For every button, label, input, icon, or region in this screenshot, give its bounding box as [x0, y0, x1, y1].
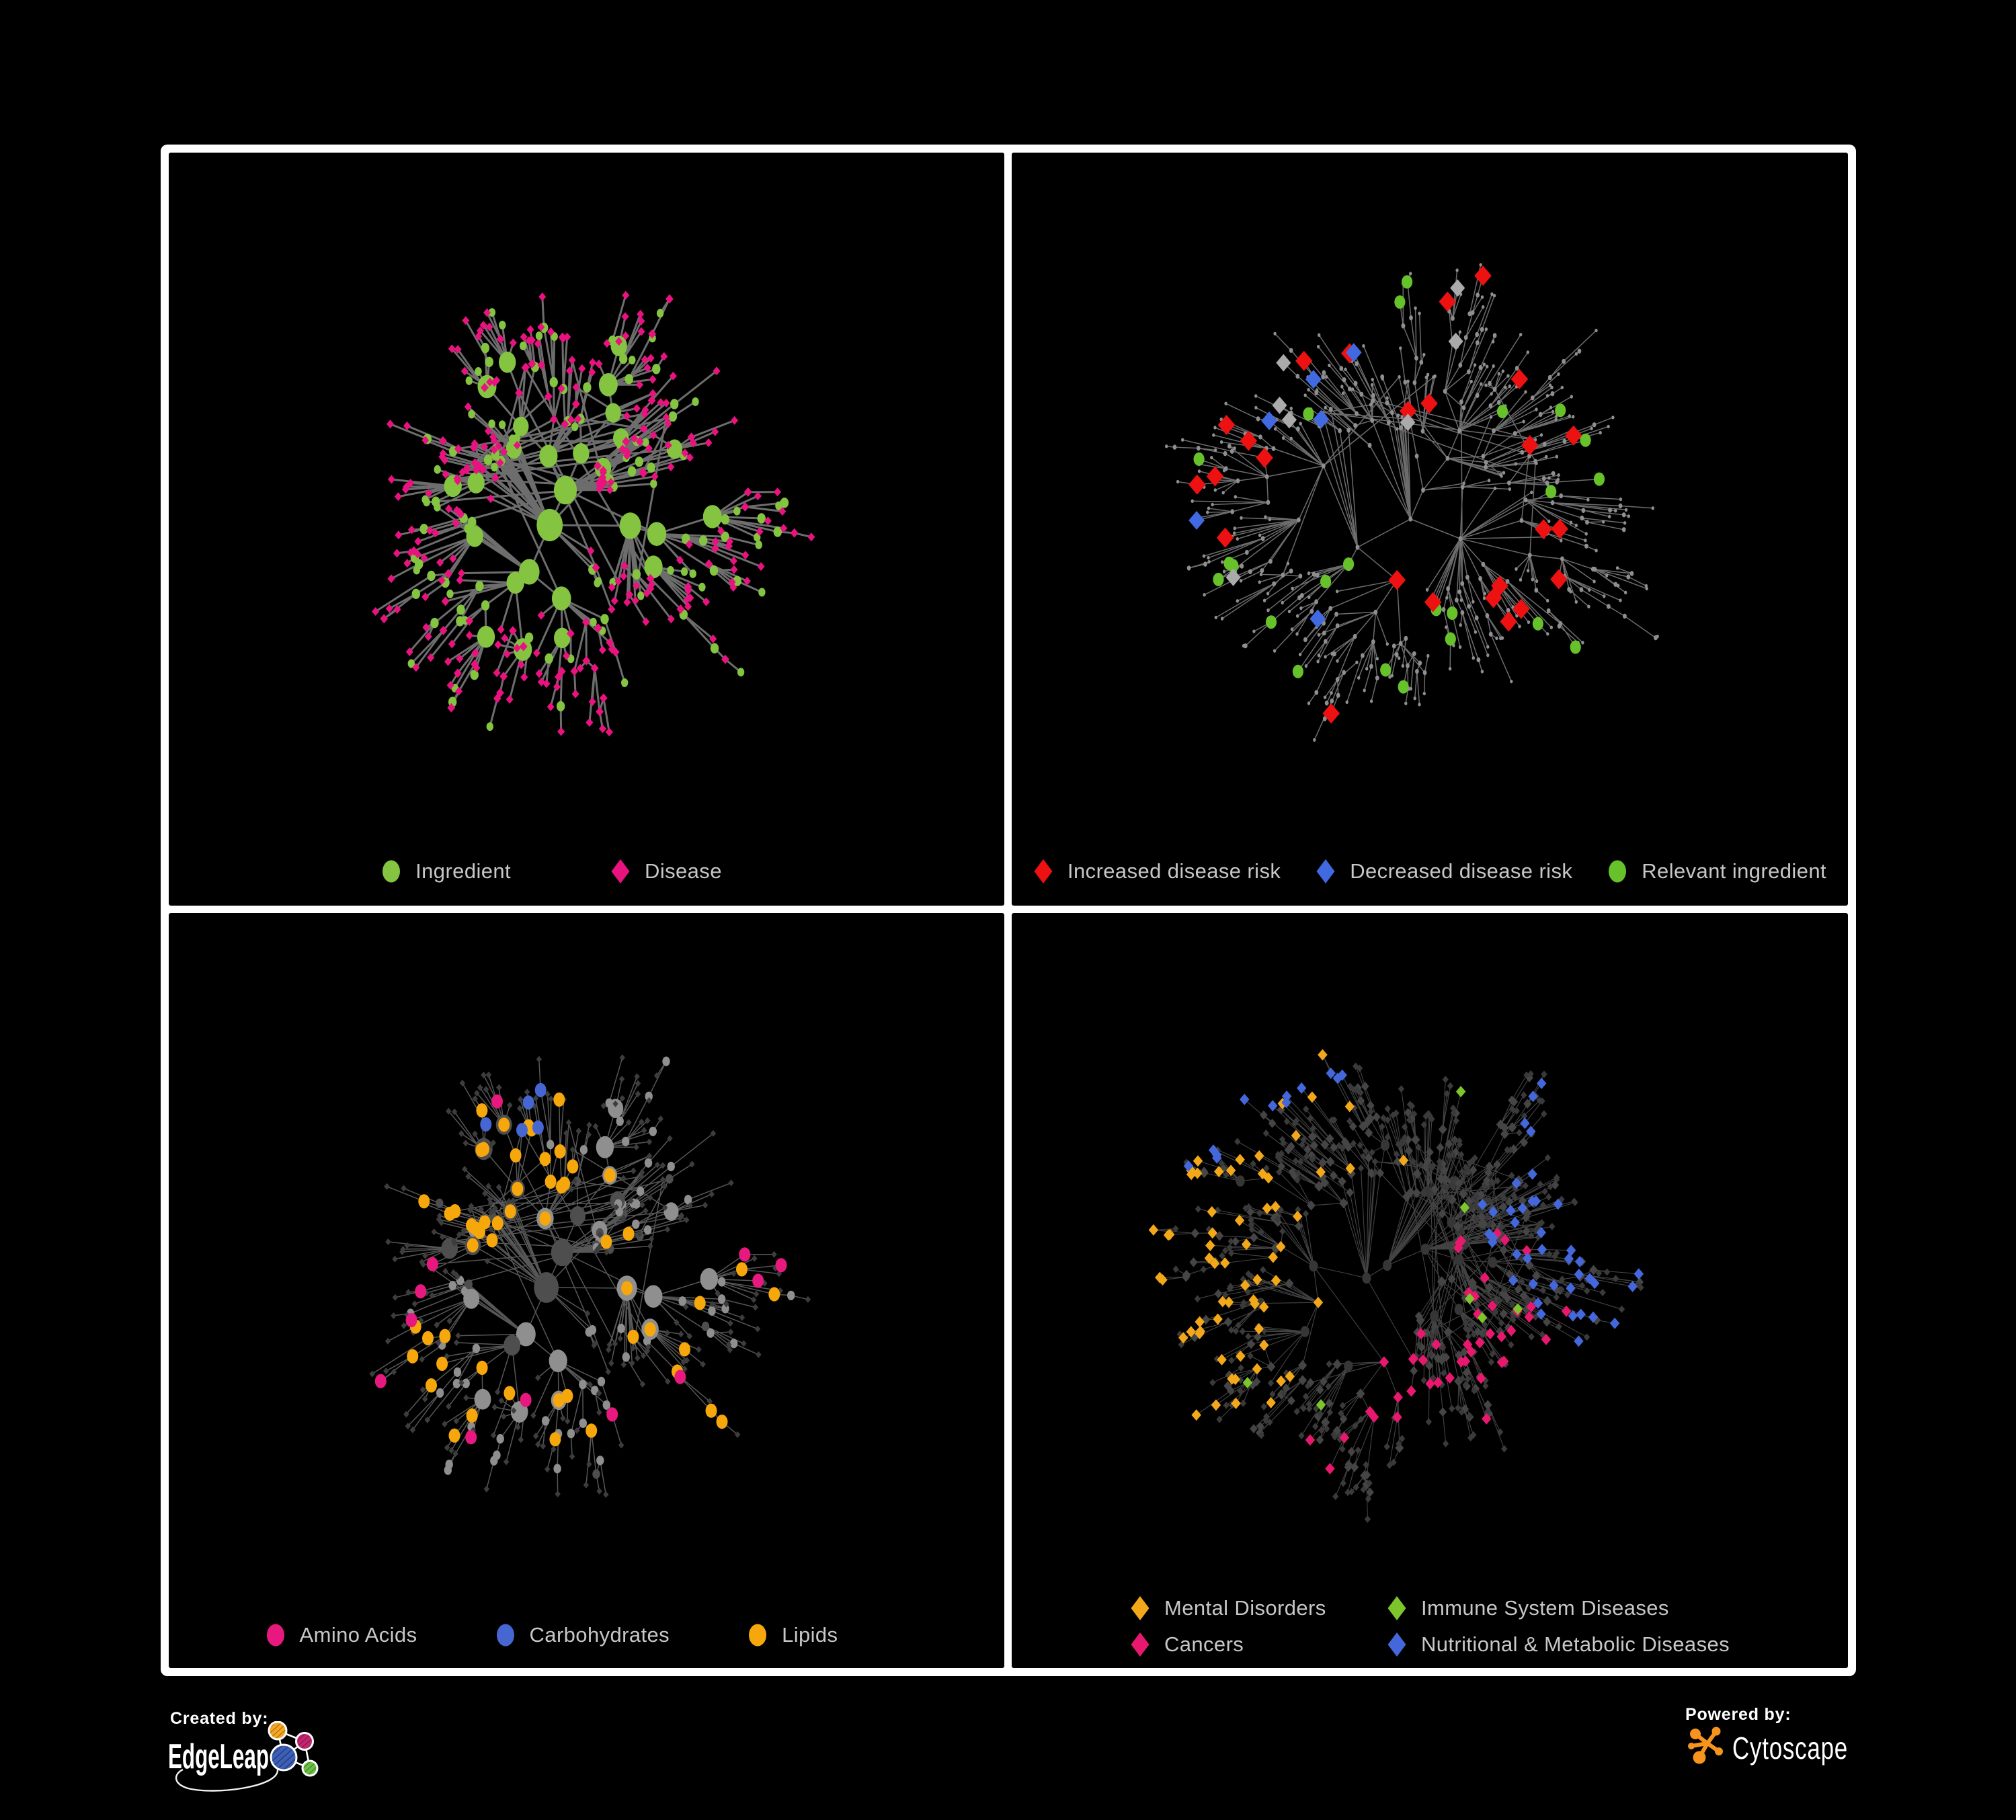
circle-icon	[749, 1624, 767, 1647]
circle-icon	[382, 860, 401, 883]
diamond-icon	[1034, 859, 1053, 883]
edgeleap-wordmark: EdgeLeap	[168, 1737, 269, 1776]
legend-entry-carbohydrates: Carbohydrates	[495, 1622, 670, 1648]
legend-label: Amino Acids	[299, 1623, 417, 1647]
legend-label: Nutritional & Metabolic Diseases	[1420, 1632, 1730, 1656]
legend-row: Amino Acids Carbohydrates Lipids	[266, 1622, 838, 1648]
network-ingredient-disease	[372, 290, 815, 737]
highlight-nodes	[374, 1082, 787, 1447]
legend-disease-classes: Mental Disorders Immune System Diseases Ca…	[1012, 1595, 1848, 1657]
edgeleap-nodes	[268, 1721, 319, 1777]
legend-entry-immune-system-diseases: Immune System Diseases	[1387, 1595, 1730, 1621]
circle-icon	[496, 1624, 514, 1647]
legend-row: Increased disease risk Decreased disease …	[1033, 859, 1826, 884]
cytoscape-wordmark: Cytoscape	[1732, 1731, 1848, 1766]
cytoscape-logo: Cytoscape	[1688, 1727, 1848, 1766]
legend-label: Decreased disease risk	[1350, 859, 1573, 883]
legend-label: Immune System Diseases	[1420, 1596, 1669, 1620]
legend-entry-increased-disease-risk: Increased disease risk	[1033, 859, 1281, 884]
legend-label: Cancers	[1164, 1632, 1244, 1656]
diamond-icon	[1316, 859, 1335, 883]
legend-entry-nutritional-metabolic-diseases: Nutritional & Metabolic Diseases	[1387, 1632, 1730, 1657]
highlight-nodes	[1148, 1049, 1644, 1474]
panel-ingredient-classes: Amino Acids Carbohydrates Lipids	[169, 913, 1004, 1668]
highlight-nodes	[1188, 266, 1605, 724]
legend-label: Disease	[645, 859, 722, 883]
network-edges	[1166, 264, 1658, 740]
legend-entry-decreased-disease-risk: Decreased disease risk	[1316, 859, 1572, 884]
network-nodes	[1165, 263, 1659, 742]
edgeleap-logo: EdgeLeap	[168, 1721, 319, 1792]
panel-ingredient-disease: Ingredient Disease	[169, 153, 1004, 906]
legend-label: Relevant ingredient	[1642, 859, 1826, 883]
cytoscape-glyph	[1688, 1727, 1723, 1764]
legend-disease-risk: Increased disease risk Decreased disease …	[1012, 859, 1848, 884]
circle-icon	[1609, 860, 1627, 883]
diamond-icon	[1387, 1596, 1406, 1620]
legend-ingredient-classes: Amino Acids Carbohydrates Lipids	[169, 1622, 969, 1648]
network-nodes	[1168, 1062, 1644, 1523]
legend-ingredient-disease: Ingredient Disease	[169, 859, 969, 884]
network-disease-risk	[1165, 263, 1659, 742]
edgeleap-swoosh	[175, 1768, 279, 1792]
created-by-label: Created by:	[170, 1709, 269, 1728]
legend-entry-cancers: Cancers	[1130, 1632, 1387, 1657]
legend-label: Carbohydrates	[529, 1623, 670, 1647]
circle-icon	[266, 1624, 284, 1647]
legend-entry-mental-disorders: Mental Disorders	[1130, 1595, 1387, 1621]
legend-entry-amino-acids: Amino Acids	[266, 1622, 417, 1648]
diamond-icon	[1387, 1632, 1406, 1657]
diamond-icon	[1131, 1632, 1150, 1657]
legend-row: Ingredient Disease	[381, 859, 722, 884]
legend-entry-disease: Disease	[610, 859, 722, 884]
network-nodes	[372, 290, 815, 737]
panel-disease-classes: Mental Disorders Immune System Diseases Ca…	[1012, 913, 1848, 1668]
diamond-icon	[611, 859, 630, 883]
powered-by-label: Powered by:	[1685, 1705, 1791, 1724]
legend-entry-ingredient: Ingredient	[381, 859, 511, 884]
legend-entry-relevant-ingredient: Relevant ingredient	[1607, 859, 1826, 884]
legend-entry-lipids: Lipids	[748, 1622, 838, 1648]
legend-label: Lipids	[782, 1623, 838, 1647]
panel-disease-risk: Increased disease risk Decreased disease …	[1012, 153, 1848, 906]
legend-label: Increased disease risk	[1067, 859, 1281, 883]
legend-label: Mental Disorders	[1164, 1596, 1326, 1620]
legend-grid: Mental Disorders Immune System Diseases Ca…	[1130, 1595, 1730, 1657]
network-disease-classes	[1148, 1049, 1644, 1523]
diamond-icon	[1131, 1596, 1150, 1620]
panel-grid: Ingredient Disease Increased disease risk…	[161, 145, 1856, 1676]
legend-label: Ingredient	[415, 859, 512, 883]
network-edges	[1153, 1054, 1641, 1519]
network-ingredient-classes	[369, 1054, 811, 1498]
